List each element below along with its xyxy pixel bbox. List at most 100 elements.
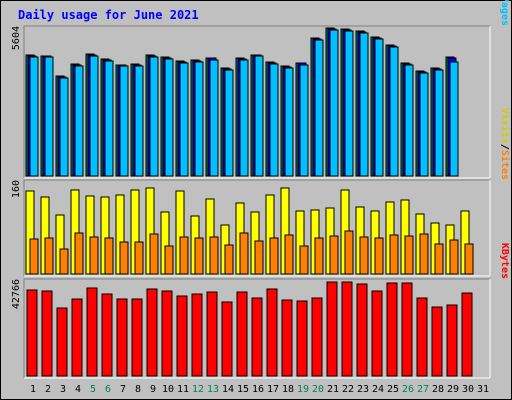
bar-pages-day-29 xyxy=(449,61,459,177)
top-panel-bars xyxy=(25,27,459,177)
bar-sites-day-27 xyxy=(419,233,429,275)
bar-kbytes-day-16 xyxy=(251,297,263,377)
x-tick-label-day-15: 15 xyxy=(237,384,249,395)
x-tick-label-day-26: 26 xyxy=(402,384,414,395)
bar-sites-day-7 xyxy=(119,241,129,275)
bar-kbytes-day-20 xyxy=(311,297,323,377)
bar-kbytes-day-9 xyxy=(146,288,158,377)
x-tick-label-day-23: 23 xyxy=(357,384,369,395)
bar-sites-day-14 xyxy=(224,244,234,275)
bar-pages-day-20 xyxy=(314,39,324,177)
legend-kbytes-label: KBytes xyxy=(499,243,510,279)
bar-kbytes-day-3 xyxy=(56,307,68,377)
x-tick-label-day-18: 18 xyxy=(282,384,294,395)
bar-pages-day-8 xyxy=(134,65,144,177)
bar-sites-day-18 xyxy=(284,234,294,275)
bar-pages-day-23 xyxy=(359,32,369,177)
bottom-panel-ymax-label: 42766 xyxy=(11,279,22,309)
top-panel-side-legend: Hits/Files/Pages xyxy=(499,0,511,26)
bar-kbytes-day-14 xyxy=(221,301,233,377)
bar-sites-day-19 xyxy=(299,245,309,275)
bar-sites-day-16 xyxy=(254,240,264,275)
x-tick-label-day-1: 1 xyxy=(30,384,36,395)
bar-pages-day-12 xyxy=(194,61,204,177)
x-tick-label-day-31: 31 xyxy=(477,384,489,395)
x-tick-label-day-2: 2 xyxy=(45,384,51,395)
bar-kbytes-day-29 xyxy=(446,304,458,377)
bar-sites-day-20 xyxy=(314,237,324,275)
bar-sites-day-22 xyxy=(344,230,354,275)
bar-kbytes-day-2 xyxy=(41,290,53,377)
x-tick-label-day-22: 22 xyxy=(342,384,354,395)
x-tick-label-day-9: 9 xyxy=(150,384,156,395)
bottom-panel-side-legend: KBytes xyxy=(499,243,510,279)
x-tick-label-day-19: 19 xyxy=(297,384,309,395)
bar-pages-day-4 xyxy=(74,65,84,177)
middle-panel-side-legend: Visits/Sites xyxy=(499,108,511,180)
bar-pages-day-24 xyxy=(374,38,384,177)
bar-sites-day-15 xyxy=(239,232,249,275)
middle-panel-ymax-label: 160 xyxy=(11,180,22,198)
bar-kbytes-day-10 xyxy=(161,290,173,377)
legend-sites-label: Sites xyxy=(499,150,511,180)
bar-pages-day-3 xyxy=(59,77,69,177)
bar-kbytes-day-17 xyxy=(266,288,278,377)
bar-pages-day-18 xyxy=(284,67,294,177)
x-tick-label-day-13: 13 xyxy=(207,384,219,395)
middle-panel-bars xyxy=(25,187,474,275)
bar-kbytes-day-6 xyxy=(101,293,113,377)
bar-sites-day-2 xyxy=(44,237,54,275)
bar-kbytes-day-23 xyxy=(356,283,368,377)
top-panel-ymax-label: 5604 xyxy=(11,26,22,50)
bar-sites-day-13 xyxy=(209,236,219,275)
bar-sites-day-25 xyxy=(389,234,399,275)
x-tick-label-day-21: 21 xyxy=(327,384,339,395)
bar-kbytes-day-19 xyxy=(296,300,308,377)
bar-pages-day-22 xyxy=(344,30,354,177)
x-axis-day-labels: 1 2 3 4 5 6 7 8 9 10 11 12 13 14 15 16 17 18 19 20 21 22 23 24 2… xyxy=(30,384,489,395)
bar-pages-day-10 xyxy=(164,58,174,177)
bar-pages-day-28 xyxy=(434,69,444,177)
bar-sites-day-6 xyxy=(104,237,114,275)
bar-kbytes-day-11 xyxy=(176,295,188,377)
bar-sites-day-4 xyxy=(74,232,84,275)
bar-pages-day-17 xyxy=(269,63,279,177)
bar-kbytes-day-27 xyxy=(416,297,428,377)
x-tick-label-day-6: 6 xyxy=(105,384,111,395)
bar-pages-day-7 xyxy=(119,65,129,177)
bar-sites-day-12 xyxy=(194,237,204,275)
bar-pages-day-1 xyxy=(29,56,39,177)
bar-sites-day-11 xyxy=(179,236,189,275)
bar-kbytes-day-15 xyxy=(236,291,248,377)
bar-pages-day-21 xyxy=(329,29,339,177)
x-tick-label-day-3: 3 xyxy=(60,384,66,395)
x-tick-label-day-10: 10 xyxy=(162,384,174,395)
bar-kbytes-day-18 xyxy=(281,299,293,377)
bar-sites-day-28 xyxy=(434,243,444,275)
chart-title: Daily usage for June 2021 xyxy=(18,8,199,22)
x-tick-label-day-4: 4 xyxy=(75,384,81,395)
legend-sep-3: / xyxy=(499,144,510,150)
x-tick-label-day-25: 25 xyxy=(387,384,399,395)
bottom-panel-bars xyxy=(26,281,473,377)
bar-kbytes-day-24 xyxy=(371,290,383,377)
x-tick-label-day-27: 27 xyxy=(417,384,429,395)
bar-sites-day-9 xyxy=(149,233,159,275)
bar-kbytes-day-8 xyxy=(131,298,143,377)
x-tick-label-day-30: 30 xyxy=(462,384,474,395)
bar-pages-day-2 xyxy=(44,56,54,177)
bar-sites-day-30 xyxy=(464,243,474,275)
bar-sites-day-1 xyxy=(29,238,39,275)
x-tick-label-day-29: 29 xyxy=(447,384,459,395)
x-tick-label-day-20: 20 xyxy=(312,384,324,395)
bar-sites-day-8 xyxy=(134,241,144,275)
x-tick-label-day-16: 16 xyxy=(252,384,264,395)
bar-sites-day-29 xyxy=(449,239,459,275)
bar-kbytes-day-28 xyxy=(431,306,443,377)
bar-pages-day-19 xyxy=(299,64,309,177)
legend-pages-label: Pages xyxy=(499,0,510,26)
bar-sites-day-17 xyxy=(269,237,279,275)
bar-kbytes-day-26 xyxy=(401,282,413,377)
